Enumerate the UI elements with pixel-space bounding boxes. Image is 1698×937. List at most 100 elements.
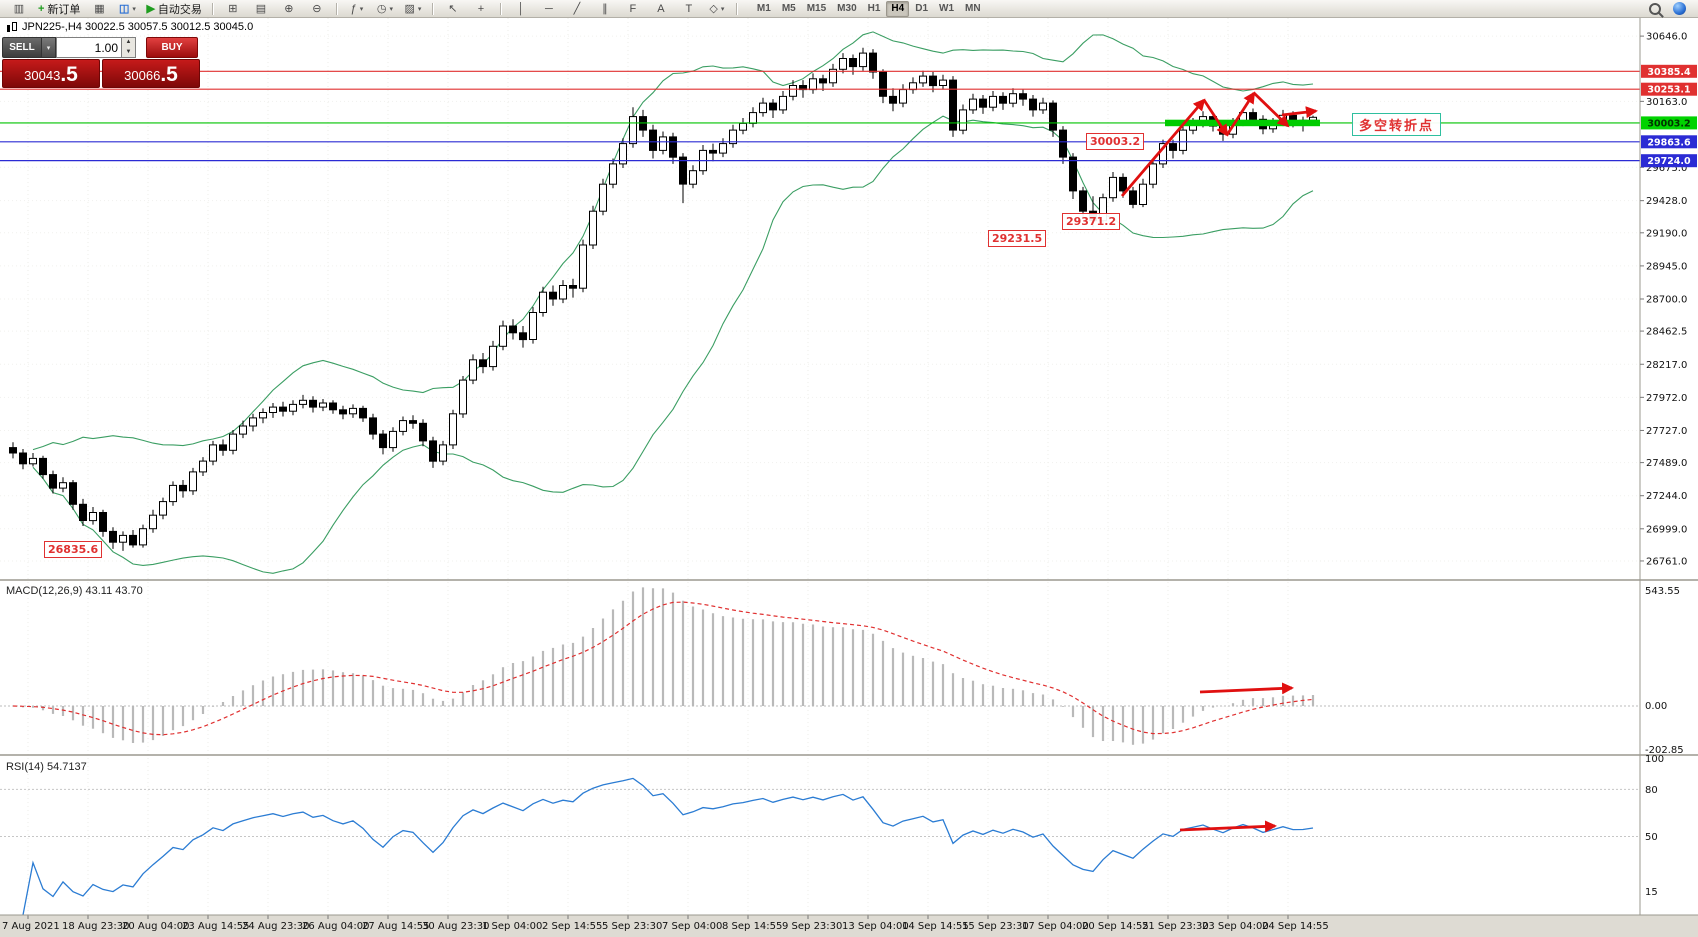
horizontal-line-icon[interactable]: ─ (536, 0, 562, 18)
timeframe-mn-button[interactable]: MN (965, 2, 981, 14)
zoom-out-icon-glyph: ⊖ (312, 2, 322, 15)
trend-arrow-2[interactable] (1202, 99, 1229, 137)
volume-stepper: ▲ ▼ (122, 37, 136, 58)
sell-price-panel[interactable]: 30043.5 (2, 59, 100, 88)
chart-window-icon[interactable]: ▥ (6, 0, 32, 18)
price-annotation-label[interactable]: 26835.6 (44, 541, 103, 558)
axis-price-box-30253.1 (1641, 82, 1697, 96)
buy-price-panel[interactable]: 30066.5 (102, 59, 200, 88)
shapes-icon[interactable]: ◇ ▾ (704, 0, 730, 18)
channel-icon[interactable]: ∥ (592, 0, 618, 18)
profiles-icon-glyph: ◫ (118, 2, 130, 15)
timeframe-d1-button[interactable]: D1 (915, 2, 929, 14)
crosshair-icon-glyph: + (477, 2, 485, 15)
volume-input[interactable] (56, 37, 122, 58)
buy-button[interactable]: BUY (146, 37, 198, 58)
axis-price-box-30385.4 (1641, 64, 1697, 78)
timeframe-w1-button[interactable]: W1 (939, 2, 955, 14)
macd-label: MACD(12,26,9) 43.11 43.70 (6, 585, 143, 597)
auto-trading-button[interactable]: ▶ 自动交易 (142, 0, 205, 18)
candlestick-icon (6, 21, 17, 33)
svg-text:14 Sep 14:55: 14 Sep 14:55 (902, 921, 969, 932)
svg-text:30646.0: 30646.0 (1646, 32, 1687, 43)
svg-text:29190.0: 29190.0 (1646, 228, 1687, 239)
price-annotation-label[interactable]: 30003.2 (1086, 133, 1145, 150)
zoom-in-icon[interactable]: ⊕ (276, 0, 302, 18)
charts-grid-icon[interactable]: ▦ (86, 0, 112, 18)
shapes-icon-glyph: ◇ (709, 2, 718, 15)
trend-arrow-1[interactable] (1120, 98, 1206, 197)
svg-text:27972.0: 27972.0 (1646, 393, 1687, 404)
toolbar-right-group (1649, 2, 1692, 15)
toolbar-separator (335, 2, 338, 15)
trendline-icon[interactable]: ╱ (564, 0, 590, 18)
macd-direction-arrow[interactable] (1199, 682, 1294, 695)
fibonacci-icon[interactable]: F (620, 0, 646, 18)
new-order-button[interactable]: + 新订单 (34, 0, 84, 18)
svg-text:30385.4: 30385.4 (1647, 67, 1691, 78)
auto-trading-icon: ▶ (146, 2, 155, 15)
svg-text:27489.0: 27489.0 (1646, 458, 1687, 469)
volume-decrease-button[interactable]: ▼ (122, 47, 135, 57)
timeframe-m1-button[interactable]: M1 (756, 2, 771, 14)
price-annotation-label[interactable]: 29231.5 (988, 230, 1047, 247)
cascade-windows-icon[interactable]: ▤ (248, 0, 274, 18)
timeframe-h1-button[interactable]: H1 (867, 2, 881, 14)
macd-histogram (21, 587, 1315, 745)
crosshair-icon[interactable]: + (468, 0, 494, 18)
trend-arrow-4[interactable] (1253, 91, 1290, 128)
timeframe-m5-button[interactable]: M5 (781, 2, 796, 14)
svg-text:23 Sep 04:00: 23 Sep 04:00 (1202, 921, 1269, 932)
indicators-icon[interactable]: ƒ ▾ (344, 0, 370, 18)
profiles-icon[interactable]: ◫ ▾ (114, 0, 140, 18)
trade-widget-controls: SELL ▾ ▲ ▼ BUY (2, 37, 200, 58)
svg-text:26 Aug 04:00: 26 Aug 04:00 (302, 921, 369, 932)
trend-arrow-5[interactable] (1281, 106, 1318, 119)
dropdown-caret-icon: ▾ (720, 5, 725, 13)
dropdown-caret-icon: ▾ (389, 5, 393, 13)
axis-price-box-29863.6 (1641, 135, 1697, 149)
price-annotation-label[interactable]: 29371.2 (1062, 213, 1121, 230)
text-tool-icon-glyph: A (657, 2, 665, 15)
cursor-icon[interactable]: ↖ (440, 0, 466, 18)
sell-price-frac: .5 (60, 63, 78, 86)
templates-icon[interactable]: ▨ ▾ (400, 0, 426, 18)
svg-text:23 Aug 14:55: 23 Aug 14:55 (182, 921, 249, 932)
trend-arrow-3[interactable] (1225, 91, 1256, 136)
dropdown-caret-icon: ▾ (417, 5, 422, 13)
toolbar-separator (499, 2, 502, 15)
toolbar-separator (735, 2, 738, 15)
svg-text:20 Sep 14:55: 20 Sep 14:55 (1082, 921, 1149, 932)
fibonacci-icon-glyph: F (629, 2, 637, 15)
zoom-out-icon[interactable]: ⊖ (304, 0, 330, 18)
svg-text:30003.2: 30003.2 (1647, 118, 1690, 129)
rsi-scale-50: 50 (1645, 832, 1658, 843)
sell-button[interactable]: SELL (2, 37, 42, 58)
tile-windows-icon[interactable]: ⊞ (220, 0, 246, 18)
turning-point-label[interactable]: 多空转折点 (1352, 113, 1442, 136)
timeframe-m30-button[interactable]: M30 (837, 2, 857, 14)
new-order-button-label: 新订单 (47, 3, 81, 16)
search-icon[interactable] (1649, 2, 1661, 15)
svg-text:24 Sep 14:55: 24 Sep 14:55 (1262, 921, 1329, 932)
cascade-windows-icon-glyph: ▤ (255, 2, 267, 15)
toolbar-separator (211, 2, 214, 15)
macd-signal-line (12, 601, 1314, 736)
timeframe-m15-button[interactable]: M15 (806, 2, 827, 14)
vertical-line-icon-glyph: │ (517, 2, 525, 15)
vertical-line-icon[interactable]: │ (508, 0, 534, 18)
text-tool-icon[interactable]: A (648, 0, 674, 18)
symbol-ohlc-text: JPN225-,H4 30022.5 30057.5 30012.5 30045… (22, 21, 254, 33)
svg-text:28462.5: 28462.5 (1646, 327, 1687, 338)
sell-options-caret[interactable]: ▾ (42, 37, 56, 58)
timeframe-h4-button[interactable]: H4 (886, 0, 910, 17)
rsi-direction-arrow[interactable] (1179, 820, 1277, 833)
support-zone-bar[interactable] (1165, 119, 1320, 127)
community-icon[interactable] (1673, 2, 1686, 15)
periods-icon[interactable]: ◷ ▾ (372, 0, 398, 18)
label-tool-icon[interactable]: T (676, 0, 702, 18)
volume-increase-button[interactable]: ▲ (122, 38, 135, 48)
toolbar-separator (431, 2, 434, 15)
channel-icon-glyph: ∥ (602, 2, 608, 15)
